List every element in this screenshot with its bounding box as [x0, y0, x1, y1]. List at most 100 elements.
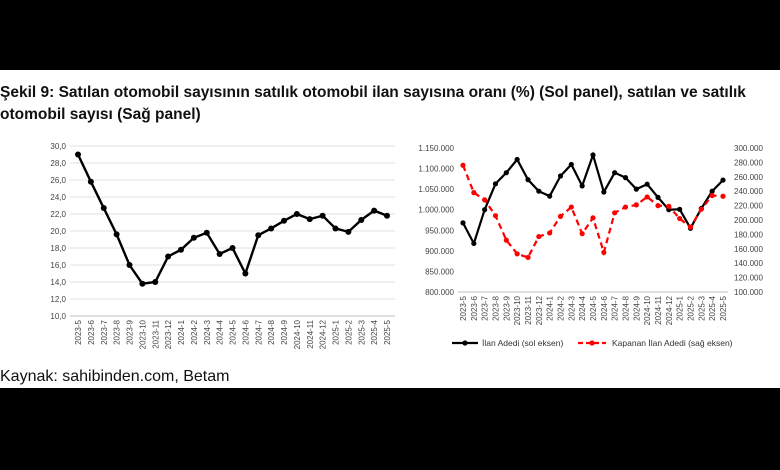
data-point	[306, 216, 313, 223]
right-y-tick-label: 120.000	[734, 274, 763, 283]
x-tick-label: 2023-11	[524, 295, 533, 324]
left-panel-chart: 10,0 12,0 14,0 16,0 18,0 20,0 22,0 24,0 26,0 28,0…	[50, 142, 395, 349]
data-point	[178, 246, 184, 253]
ilan-adedi-point	[622, 175, 629, 181]
x-tick-label: 2024-12	[665, 295, 674, 325]
right-y-tick-label: 280.000	[734, 158, 763, 167]
data-point	[190, 234, 197, 241]
x-tick-label: 2023-11	[151, 319, 160, 348]
legend-label: Kapanan İlan Adedi (sağ eksen)	[612, 338, 733, 348]
kapanan-ilan-point	[622, 204, 629, 210]
x-tick-label: 2024-4	[578, 295, 587, 320]
kapanan-ilan-point	[471, 190, 477, 196]
source-note: Kaynak: sahibinden.com, Betam	[0, 368, 230, 385]
left-y-tick-label: 1.000.000	[418, 206, 454, 215]
ilan-adedi-point	[677, 206, 683, 212]
kapanan-ilan-point	[536, 233, 542, 240]
ilan-adedi-point	[655, 194, 661, 200]
y-tick-label: 26,0	[50, 176, 66, 185]
x-tick-label: 2024-8	[622, 295, 631, 320]
ilan-adedi-point	[536, 188, 542, 194]
data-point	[371, 207, 378, 214]
ilan-adedi-point	[720, 177, 726, 183]
kapanan-ilan-point	[677, 215, 683, 222]
x-tick-label: 2023-8	[113, 319, 122, 344]
ilan-adedi-point	[568, 161, 574, 168]
kapanan-ilan-point	[525, 254, 531, 261]
y-tick-label: 20,0	[50, 227, 66, 236]
y-tick-label: 14,0	[50, 278, 66, 287]
kapanan-ilan-point	[612, 210, 618, 216]
data-point	[332, 225, 339, 232]
x-tick-label: 2023-10	[513, 295, 522, 325]
ilan-adedi-point	[709, 188, 715, 194]
data-point	[242, 270, 249, 277]
ilan-adedi-point	[590, 152, 596, 158]
kapanan-ilan-point	[579, 231, 585, 237]
data-point	[100, 205, 107, 212]
x-tick-label: 2025-2	[344, 319, 353, 344]
x-tick-label: 2023-6	[87, 319, 96, 344]
left-y-tick-label: 1.100.000	[418, 165, 454, 174]
x-tick-label: 2025-5	[383, 319, 392, 344]
x-tick-label: 2023-5	[74, 319, 83, 344]
data-point	[203, 229, 210, 236]
kapanan-ilan-point	[482, 197, 488, 203]
ilan-adedi-point	[482, 207, 488, 213]
data-point	[268, 225, 275, 232]
y-tick-label: 18,0	[50, 244, 66, 253]
x-tick-label: 2024-7	[254, 319, 263, 344]
x-tick-label: 2024-10	[643, 295, 652, 325]
x-tick-label: 2024-1	[177, 319, 186, 344]
kapanan-ilan-point	[633, 202, 639, 208]
x-tick-label: 2023-6	[470, 295, 479, 320]
x-tick-label: 2024-3	[203, 319, 212, 344]
left-y-tick-label: 1.150.000	[418, 144, 454, 153]
y-tick-label: 12,0	[50, 295, 66, 304]
left-y-tick-label: 900.000	[425, 247, 454, 256]
x-tick-label: 2025-3	[697, 295, 706, 320]
data-point	[126, 262, 133, 268]
data-point	[139, 280, 146, 287]
x-tick-label: 2023-9	[126, 319, 135, 344]
x-tick-label: 2024-2	[557, 295, 566, 320]
data-point	[75, 151, 81, 158]
x-tick-label: 2025-5	[719, 295, 728, 320]
figure-sheet	[0, 70, 780, 388]
kapanan-ilan-point	[655, 203, 661, 209]
ilan-adedi-point	[601, 189, 607, 195]
x-tick-label: 2024-1	[546, 295, 555, 320]
data-point	[165, 253, 172, 260]
right-y-tick-label: 300.000	[734, 144, 763, 153]
data-point	[216, 250, 223, 257]
left-y-tick-label: 800.000	[425, 288, 454, 297]
data-point	[345, 228, 352, 235]
left-y-tick-label: 950.000	[425, 226, 454, 235]
x-tick-label: 2023-10	[138, 319, 147, 349]
y-tick-label: 28,0	[50, 159, 66, 168]
right-y-tick-label: 140.000	[734, 259, 763, 268]
ilan-adedi-line	[462, 151, 724, 247]
left-y-tick-label: 1.050.000	[418, 185, 454, 194]
kapanan-ilan-point	[709, 192, 715, 199]
kapanan-ilan-point	[568, 204, 574, 210]
right-y-tick-label: 260.000	[734, 173, 763, 182]
x-tick-label: 2024-11	[654, 295, 663, 324]
left-y-tick-label: 850.000	[425, 267, 454, 276]
x-tick-label: 2024-4	[216, 319, 225, 344]
ilan-adedi-point	[644, 181, 650, 187]
legend-label: İlan Adedi (sol eksen)	[482, 338, 563, 348]
x-tick-label: 2023-5	[459, 295, 468, 320]
data-point	[319, 212, 326, 219]
x-tick-label: 2025-1	[676, 295, 685, 320]
x-tick-label: 2025-4	[708, 295, 717, 320]
x-tick-label: 2024-2	[190, 319, 199, 344]
x-tick-label: 2025-1	[332, 319, 341, 344]
x-tick-label: 2024-8	[267, 319, 276, 344]
x-tick-label: 2023-12	[164, 319, 173, 349]
right-panel-chart: 800.000 850.000 900.000 950.000 1.000.000 1.0…	[418, 144, 763, 348]
ilan-adedi-point	[492, 181, 499, 187]
y-tick-label: 22,0	[50, 210, 66, 219]
x-tick-label: 2024-5	[229, 319, 238, 344]
data-point	[384, 212, 390, 219]
